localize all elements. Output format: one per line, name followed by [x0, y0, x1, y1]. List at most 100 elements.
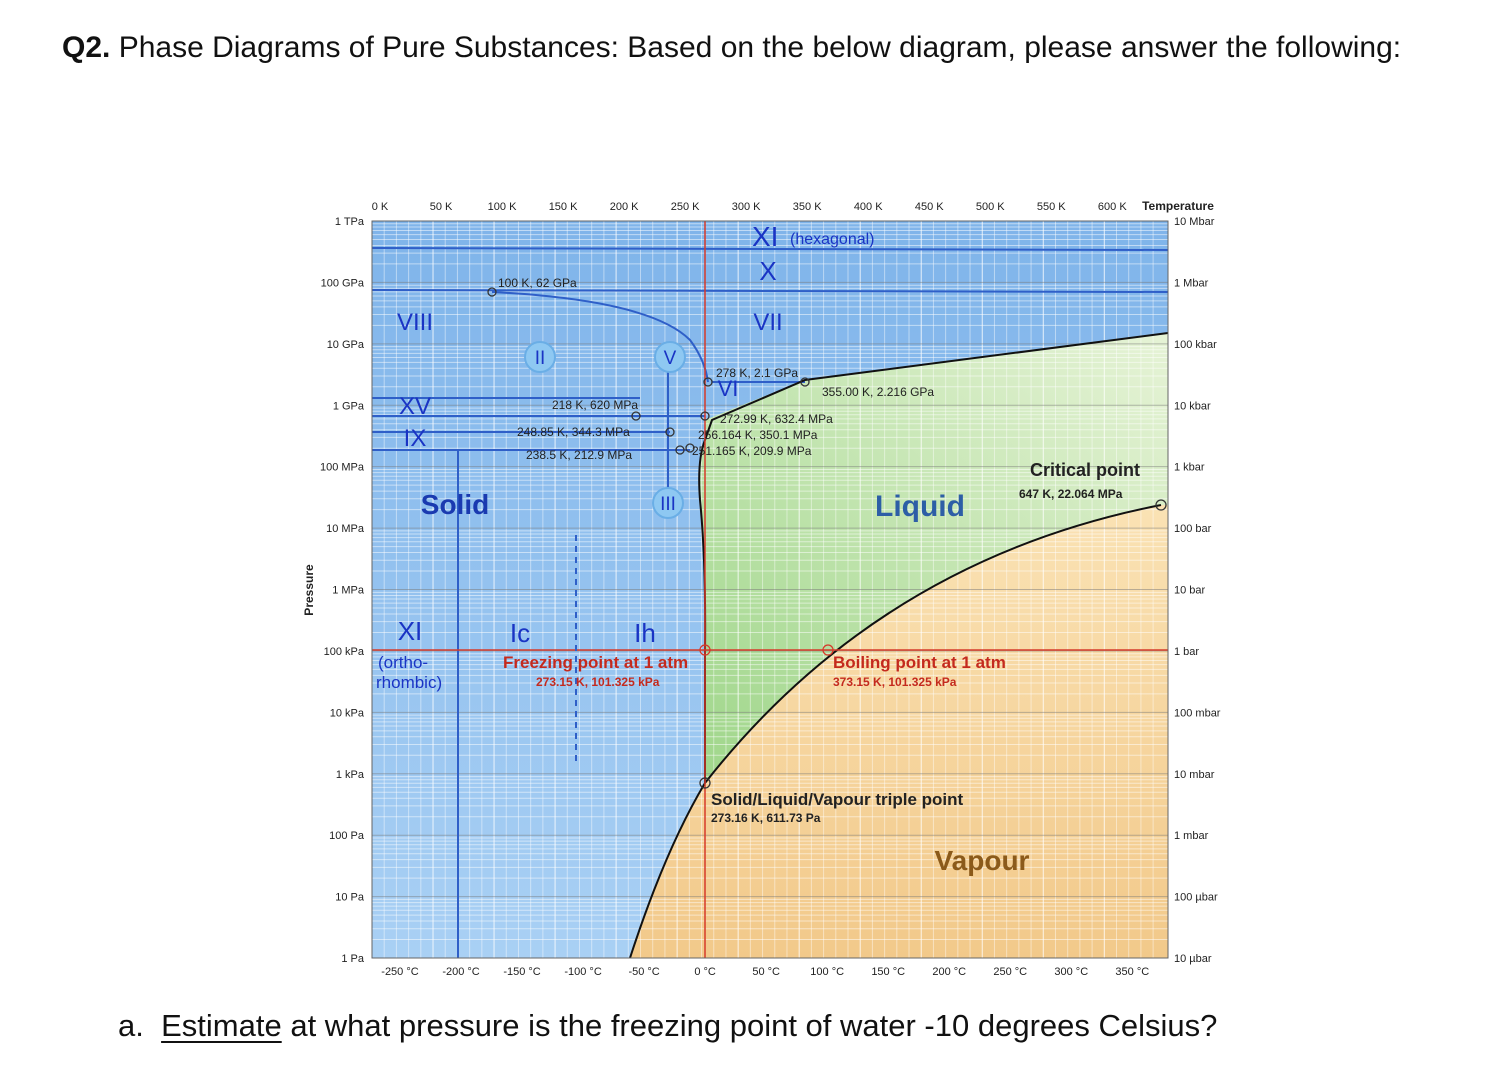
temperature-k-label: 200 K	[610, 201, 639, 213]
circled-phase-label: III	[660, 494, 676, 515]
part-text: at what pressure is the freezing point o…	[290, 1008, 1218, 1043]
temperature-title: Temperature	[1142, 199, 1214, 213]
phase-label: XV	[399, 393, 431, 420]
bar-label: 10 kbar	[1174, 400, 1211, 412]
pressure-label: 10 Pa	[335, 892, 365, 904]
bar-label: 100 mbar	[1174, 707, 1221, 719]
temperature-k-label: 600 K	[1098, 201, 1127, 213]
pressure-label: 1 MPa	[332, 585, 365, 597]
temperature-k-label: 0 K	[372, 201, 389, 213]
temperature-k-label: 50 K	[430, 201, 453, 213]
temperature-k-label: 350 K	[793, 201, 822, 213]
temperature-k-label: 150 K	[549, 201, 578, 213]
pressure-label: 100 Pa	[329, 830, 365, 842]
boiling-curve	[629, 504, 1162, 959]
phase-circle	[652, 487, 684, 519]
temperature-c-label: 300 °C	[1054, 966, 1088, 978]
bar-label: 1 bar	[1174, 646, 1199, 658]
circled-phase-label: II	[535, 348, 546, 369]
temperature-c-label: 250 °C	[993, 966, 1027, 978]
temperature-c-label: -150 °C	[503, 966, 540, 978]
temperature-k-label: 100 K	[488, 201, 517, 213]
part-verb: Estimate	[161, 1008, 282, 1043]
points	[487, 287, 1167, 789]
phase-circle	[654, 341, 686, 373]
part-a: a. Estimate at what pressure is the free…	[118, 1008, 1217, 1044]
point-label: 278 K, 2.1 GPa	[716, 366, 798, 380]
point-label: 256.164 K, 350.1 MPa	[698, 428, 818, 442]
temperature-c-label: -50 °C	[628, 966, 659, 978]
pressure-label: 1 kPa	[336, 769, 365, 781]
phase-label: (ortho-	[378, 653, 428, 672]
temperature-k-label: 550 K	[1037, 201, 1066, 213]
pressure-label: 1 GPa	[333, 400, 365, 412]
freezing-value: 273.15 K, 101.325 kPa	[536, 675, 660, 689]
phase-label: rhombic)	[376, 673, 442, 692]
phase-label: Solid	[421, 489, 489, 520]
pressure-label: 1 TPa	[335, 216, 365, 228]
boiling-value: 373.15 K, 101.325 kPa	[833, 675, 957, 689]
phase-label: Vapour	[935, 845, 1030, 876]
bar-label: 10 µbar	[1174, 953, 1212, 965]
freezing-title: Freezing point at 1 atm	[503, 653, 688, 672]
temperature-k-label: 450 K	[915, 201, 944, 213]
frame	[371, 220, 1169, 959]
phase-label: VIII	[397, 309, 433, 336]
pressure-title: Pressure	[302, 564, 316, 616]
phase-label: X	[759, 256, 776, 286]
bar-label: 10 Mbar	[1174, 216, 1215, 228]
phase-diagram: 0 K 50 K 100 K 150 K 200 K 250 K 300 K 350 K 400…	[302, 199, 1221, 978]
pressure-label: 1 Pa	[341, 953, 365, 965]
point-label: 355.00 K, 2.216 GPa	[822, 385, 934, 399]
pressure-label: 100 MPa	[320, 462, 365, 474]
temperature-c-label: -100 °C	[564, 966, 601, 978]
liquid-region	[699, 333, 1168, 783]
question-text: Phase Diagrams of Pure Substances: Based…	[118, 31, 1402, 64]
phase-label: VI	[718, 376, 739, 401]
question-number: Q2.	[62, 31, 111, 64]
temperature-c-label: 50 °C	[752, 966, 780, 978]
triple-value: 273.16 K, 611.73 Pa	[711, 811, 821, 825]
triple-title: Solid/Liquid/Vapour triple point	[711, 790, 963, 809]
point-label: 218 K, 620 MPa	[552, 398, 638, 412]
bar-label: 10 bar	[1174, 585, 1206, 597]
phase-label: VII	[753, 309, 782, 336]
pressure-label: 100 kPa	[324, 646, 365, 658]
phase-label: XI	[752, 221, 778, 252]
point-label: 248.85 K, 344.3 MPa	[517, 425, 630, 439]
phase-label: Ih	[634, 618, 656, 648]
temperature-c-label: -200 °C	[442, 966, 479, 978]
point-label: 238.5 K, 212.9 MPa	[526, 448, 632, 462]
pressure-label: 10 kPa	[330, 707, 365, 719]
temperature-k-label: 500 K	[976, 201, 1005, 213]
temperature-c-label: 350 °C	[1115, 966, 1149, 978]
pressure-label: 10 MPa	[326, 523, 365, 535]
bar-label: 100 µbar	[1174, 892, 1218, 904]
point-label: 272.99 K, 632.4 MPa	[720, 412, 833, 426]
point-label: 100 K, 62 GPa	[498, 276, 577, 290]
question: Q2. Phase Diagrams of Pure Substances: B…	[62, 28, 1407, 68]
phase-label: Ic	[510, 618, 530, 648]
temperature-c-label: 200 °C	[932, 966, 966, 978]
bar-label: 1 kbar	[1174, 462, 1205, 474]
boiling-title: Boiling point at 1 atm	[833, 653, 1006, 672]
circled-phase-label: V	[664, 348, 677, 369]
temperature-k-label: 250 K	[671, 201, 700, 213]
phase-label: IX	[404, 425, 427, 452]
pressure-label: 100 GPa	[321, 277, 365, 289]
temperature-k-label: 400 K	[854, 201, 883, 213]
bar-label: 10 mbar	[1174, 769, 1215, 781]
critical-title: Critical point	[1030, 460, 1140, 480]
pressure-label: 10 GPa	[327, 339, 365, 351]
temperature-c-label: -250 °C	[381, 966, 418, 978]
phase-circle	[524, 341, 556, 373]
temperature-c-label: 100 °C	[810, 966, 844, 978]
phase-label: XI	[398, 616, 423, 646]
part-letter: a.	[118, 1008, 144, 1043]
temperature-c-label: 150 °C	[871, 966, 905, 978]
temperature-k-label: 300 K	[732, 201, 761, 213]
bar-label: 100 bar	[1174, 523, 1212, 535]
bar-label: 1 Mbar	[1174, 277, 1209, 289]
point-label: 251.165 K, 209.9 MPa	[692, 444, 812, 458]
